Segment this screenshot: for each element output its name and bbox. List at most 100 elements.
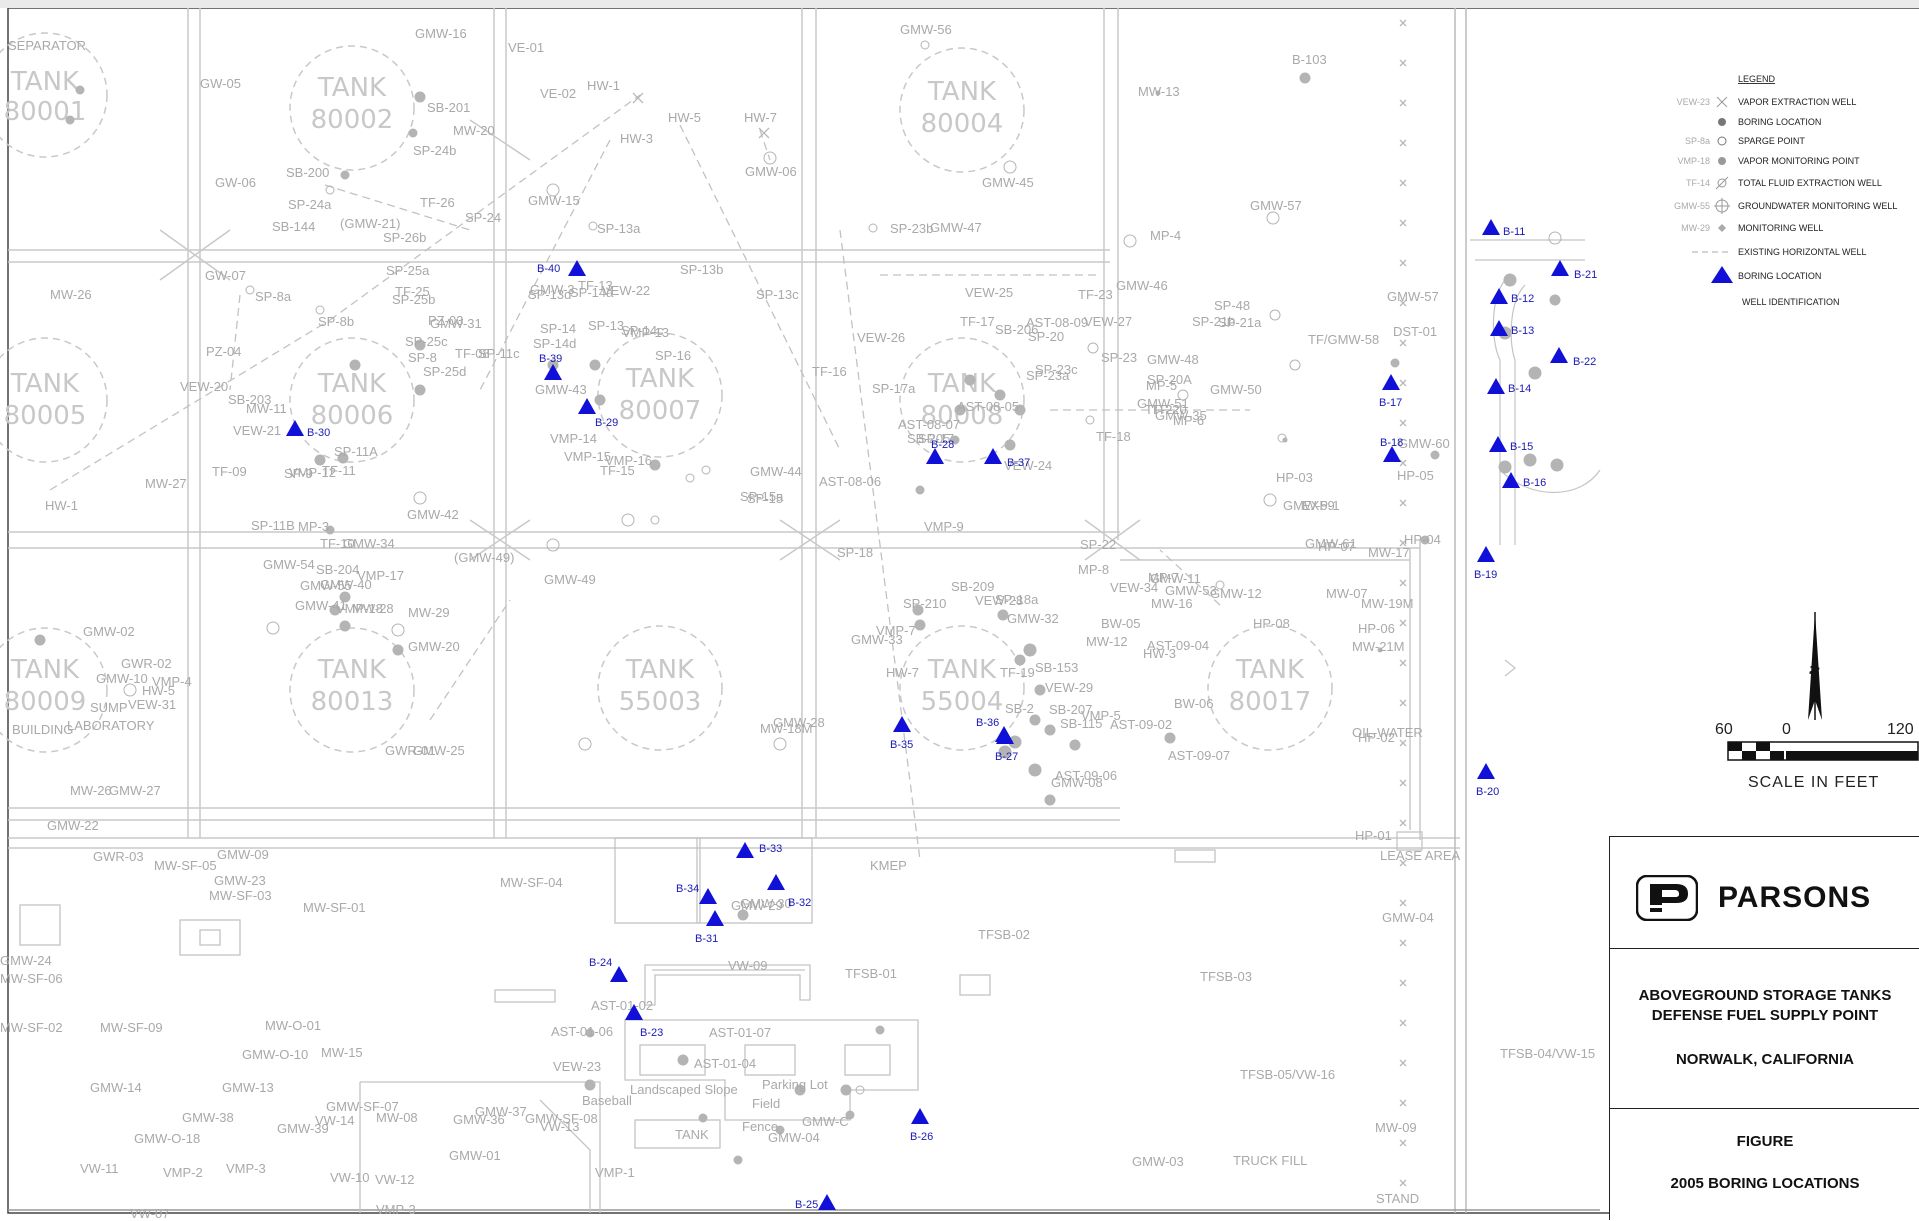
well-label-gmw-29: GMW-29 — [731, 898, 783, 913]
well-label-separator: SEPARATOR — [8, 38, 86, 53]
well-label-sp-18a: SP-18a — [995, 592, 1039, 607]
well-label-gmw-23: GMW-23 — [214, 873, 266, 888]
well-label-stand: STAND — [1376, 1191, 1419, 1206]
well-label-vew-24: VEW-24 — [1004, 458, 1052, 473]
well-label-gmw-37: GMW-37 — [475, 1104, 527, 1119]
well-label-gmw-sf-08: GMW-SF-08 — [525, 1111, 598, 1126]
well-label-gmw-48: GMW-48 — [1147, 352, 1199, 367]
well-label-mw-12: MW-12 — [1086, 634, 1128, 649]
well-label-sump: SUMP — [90, 700, 128, 715]
well-label-mw-19m: MW-19M — [1361, 596, 1413, 611]
legend-code-mw-29: MW-29 — [1681, 223, 1710, 233]
well-label-gmw-01: GMW-01 — [449, 1148, 501, 1163]
boring-triangle-b-28 — [926, 448, 944, 464]
well-label-tf-15: TF-15 — [600, 463, 635, 478]
well-label-gw-07: GW-07 — [205, 268, 246, 283]
boring-triangle-b-12 — [1490, 288, 1508, 304]
well-label-ast-08-07: AST-08-07 — [898, 417, 960, 432]
well-label-sp-11a: SP-11A — [334, 444, 378, 459]
boring-label-b-27: B-27 — [995, 751, 1018, 763]
well-label-sb-200: SB-200 — [286, 165, 329, 180]
well-label-vmp-2: VMP-2 — [163, 1165, 203, 1180]
well-label-gmw-06: GMW-06 — [745, 164, 797, 179]
well-label-sp-8: SP-8 — [408, 350, 437, 365]
tank-name: TANK — [625, 364, 695, 394]
well-label-mp-3: MP-3 — [298, 519, 329, 534]
legend-symbol-vapor-extraction-well-icon — [1716, 96, 1728, 108]
well-label-mw-29: MW-29 — [408, 605, 450, 620]
well-label-mw-16: MW-16 — [1151, 596, 1193, 611]
well-label-tf-11: TF-11 — [322, 463, 356, 478]
well-label-vw-12: VW-12 — [375, 1172, 415, 1187]
well-label-ast-01-04: AST-01-04 — [694, 1056, 756, 1071]
well-label-gmw-45: GMW-45 — [982, 175, 1034, 190]
well-label-sp-16: SP-16 — [655, 348, 691, 363]
well-label-vw-07: VW-07 — [130, 1206, 170, 1220]
well-label-tf-09: TF-09 — [212, 464, 247, 479]
boring-triangle-b-40 — [568, 260, 586, 276]
well-label-gmw-24: GMW-24 — [0, 953, 52, 968]
well-label-sb-206: SB-206 — [995, 322, 1038, 337]
well-label-hp-07: HP-07 — [1318, 539, 1355, 554]
boring-label-b-39: B-39 — [539, 353, 562, 365]
boring-label-b-40: B-40 — [537, 263, 560, 275]
well-label-gmw-54: GMW-54 — [263, 557, 315, 572]
legend-label-groundwater-monitoring-well: GROUNDWATER MONITORING WELL — [1738, 201, 1897, 211]
well-label-sp-13: SP-13 — [588, 318, 624, 333]
well-label-gmw-30: GMW-30 — [740, 896, 792, 911]
well-label-gmw-51: GMW-51 — [1137, 396, 1189, 411]
well-label-vmp-14: VMP-14 — [550, 431, 597, 446]
well-label-sp-13a: SP-13a — [597, 221, 641, 236]
boring-label-b-12: B-12 — [1511, 293, 1534, 305]
road-grid — [8, 8, 1600, 1213]
well-label-sp-21a: SP-21a — [1218, 315, 1262, 330]
well-label-vw-13: VW-13 — [540, 1119, 580, 1134]
tank-number: 80005 — [4, 401, 87, 431]
well-label-gmw-28: GMW-28 — [773, 715, 825, 730]
well-label-gmw-21: (GMW-21) — [340, 216, 400, 231]
well-label-gmw-15: GMW-15 — [528, 193, 580, 208]
well-label-sp-22: SP-22 — [1080, 537, 1116, 552]
well-label-gmw-04: GMW-04 — [1382, 910, 1434, 925]
boring-triangle-b-29 — [578, 398, 596, 414]
well-label-ast-09-02: AST-09-02 — [1110, 717, 1172, 732]
well-label-vew-31: VEW-31 — [128, 697, 176, 712]
boring-label-b-11: B-11 — [1503, 226, 1525, 238]
well-label-vmp-16: VMP-16 — [605, 453, 652, 468]
well-label-vmp-3: VMP-3 — [376, 1202, 416, 1217]
well-label-vmp-13: VMP-13 — [622, 325, 669, 340]
well-label-vmp-18: VMP-18 — [336, 601, 383, 616]
tank-number: 80007 — [619, 396, 702, 426]
well-label-hw-5: HW-5 — [668, 110, 701, 125]
well-label-vmp-3: VMP-3 — [226, 1161, 266, 1176]
well-label-sp-20a: SP-20A — [1147, 372, 1192, 387]
well-label-mw-21m: MW-21M — [1352, 639, 1404, 654]
boring-triangle-b-13 — [1490, 320, 1508, 336]
boring-label-b-17: B-17 — [1379, 397, 1402, 409]
well-label-mp-4: MP-4 — [1150, 228, 1181, 243]
tank-number: 80004 — [921, 109, 1004, 139]
well-label-gmw-09: GMW-09 — [217, 847, 269, 862]
well-label-sb-153: SB-153 — [1035, 660, 1078, 675]
well-label-sb-205: SB-205 — [907, 431, 950, 446]
boring-triangle-b-22 — [1550, 347, 1568, 363]
well-label-vew-28: VEW-28 — [975, 593, 1023, 608]
well-label-gmw-47: GMW-47 — [930, 220, 982, 235]
well-label-gmw-61: GMW-61 — [1305, 536, 1357, 551]
boring-triangle-b-36 — [995, 726, 1013, 742]
legend-label-vapor-monitoring-point: VAPOR MONITORING POINT — [1738, 156, 1860, 166]
boring-label-b-21: B-21 — [1574, 269, 1597, 281]
boring-label-b-37: B-37 — [1007, 457, 1030, 469]
boring-triangle-b-21 — [1551, 260, 1569, 276]
well-label-sp-23: SP-23 — [1101, 350, 1137, 365]
figure-title: 2005 BORING LOCATIONS — [1670, 1175, 1860, 1192]
boring-triangle-b-15 — [1489, 436, 1507, 452]
well-label-vew-34: VEW-34 — [1110, 580, 1158, 595]
boring-triangle-b-31 — [706, 910, 724, 926]
well-label-sp-11b: SP-11B — [251, 518, 295, 533]
well-label-gmw-12: GMW-12 — [1210, 586, 1262, 601]
well-label-sp-9: SP-9 — [284, 466, 313, 481]
well-label-gmw-16: GMW-16 — [415, 26, 467, 41]
boring-label-b-31: B-31 — [695, 933, 718, 945]
boring-triangle-b-34 — [699, 888, 717, 904]
